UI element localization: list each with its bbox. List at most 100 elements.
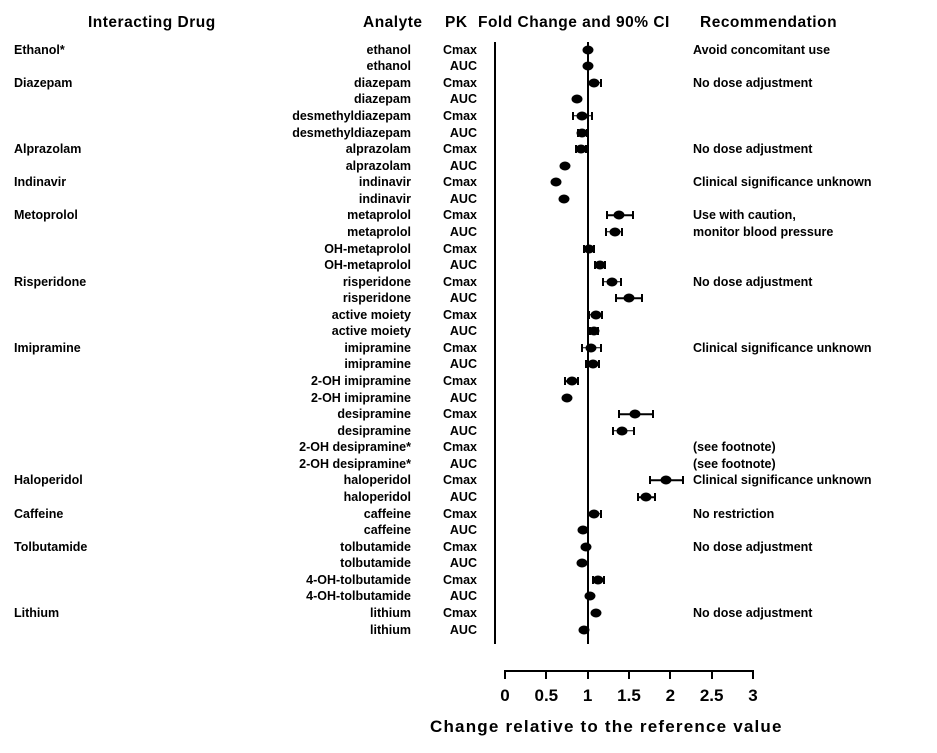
analyte-label: caffeine bbox=[363, 523, 411, 538]
pk-label: AUC bbox=[449, 622, 477, 637]
point-estimate-dot bbox=[594, 260, 606, 270]
drug-label: Haloperidol bbox=[14, 473, 83, 488]
ci-cap-low bbox=[571, 111, 574, 120]
analyte-label: desipramine bbox=[337, 423, 411, 438]
analyte-label: tolbutamide bbox=[340, 539, 411, 554]
analyte-label: risperidone bbox=[342, 291, 411, 306]
recommendation-label: Clinical significance unknown bbox=[693, 473, 872, 488]
pk-label: AUC bbox=[449, 291, 477, 306]
recommendation-label: No dose adjustment bbox=[693, 75, 813, 90]
point-estimate-dot bbox=[582, 45, 594, 55]
recommendation-label: No dose adjustment bbox=[693, 274, 813, 289]
ci-cap-high bbox=[599, 509, 602, 518]
point-estimate-dot bbox=[576, 558, 588, 568]
analyte-label: lithium bbox=[370, 606, 411, 620]
ci-cap-high bbox=[598, 360, 601, 369]
point-estimate-dot bbox=[558, 194, 570, 204]
drug-label: Lithium bbox=[14, 606, 60, 620]
recommendation-label: No dose adjustment bbox=[693, 606, 813, 620]
recommendation-label: (see footnote) bbox=[693, 440, 776, 455]
recommendation-label: Use with caution, bbox=[693, 208, 796, 223]
analyte-label: desmethyldiazepam bbox=[292, 125, 411, 140]
pk-label: Cmax bbox=[442, 539, 477, 554]
analyte-label: active moiety bbox=[331, 324, 411, 339]
pk-label: Cmax bbox=[442, 42, 477, 57]
recommendation-label: Clinical significance unknown bbox=[693, 175, 872, 190]
analyte-label: risperidone bbox=[342, 274, 411, 289]
analyte-label: alprazolam bbox=[345, 142, 411, 157]
analyte-label: OH-metaprolol bbox=[324, 258, 411, 273]
recommendation-label: monitor blood pressure bbox=[693, 224, 834, 239]
recommendation-label: Clinical significance unknown bbox=[693, 340, 872, 355]
ci-cap-high bbox=[600, 310, 603, 319]
analyte-label: haloperidol bbox=[343, 473, 411, 488]
point-estimate-dot bbox=[587, 359, 599, 369]
ci-cap-high bbox=[681, 476, 684, 485]
point-estimate-dot bbox=[660, 475, 672, 485]
point-estimate-dot bbox=[613, 210, 625, 220]
point-estimate-dot bbox=[623, 293, 635, 303]
analyte-label: alprazolam bbox=[345, 158, 411, 173]
column-header-recommendation: Recommendation bbox=[700, 14, 838, 31]
analyte-label: 2-OH imipramine bbox=[310, 374, 411, 389]
point-estimate-dot bbox=[580, 542, 592, 552]
pk-label: Cmax bbox=[442, 175, 477, 190]
ci-cap-high bbox=[590, 111, 593, 120]
point-estimate-dot bbox=[575, 144, 587, 154]
analyte-label: OH-metaprolol bbox=[324, 241, 411, 256]
recommendation-label: No dose adjustment bbox=[693, 539, 813, 554]
ci-cap-low bbox=[604, 227, 607, 236]
x-axis-tick bbox=[752, 670, 754, 679]
point-estimate-dot bbox=[583, 244, 595, 254]
ci-cap-low bbox=[605, 211, 608, 220]
pk-label: AUC bbox=[449, 92, 477, 107]
x-axis-tick bbox=[710, 670, 713, 679]
point-estimate-dot bbox=[561, 393, 573, 403]
point-estimate-dot bbox=[582, 61, 594, 71]
pk-label: Cmax bbox=[442, 307, 477, 322]
analyte-label: imipramine bbox=[344, 357, 411, 372]
pk-label: AUC bbox=[449, 258, 477, 273]
plot-left-border-line bbox=[494, 42, 496, 644]
point-estimate-dot bbox=[588, 78, 600, 88]
analyte-label: 2-OH desipramine* bbox=[299, 456, 411, 471]
point-estimate-dot bbox=[640, 492, 652, 502]
pk-label: AUC bbox=[449, 456, 477, 471]
pk-label: Cmax bbox=[442, 506, 477, 521]
pk-label: AUC bbox=[449, 158, 477, 173]
drug-label: Tolbutamide bbox=[14, 539, 88, 554]
ci-cap-low bbox=[580, 343, 583, 352]
ci-cap-high bbox=[641, 294, 644, 303]
point-estimate-dot bbox=[550, 177, 562, 187]
pk-label: Cmax bbox=[442, 340, 477, 355]
point-estimate-dot bbox=[616, 426, 628, 436]
pk-label: Cmax bbox=[442, 241, 477, 256]
pk-label: Cmax bbox=[442, 75, 477, 90]
column-header-pk: PK bbox=[445, 14, 468, 31]
point-estimate-dot bbox=[571, 94, 583, 104]
x-axis-tick-label: 1.5 bbox=[617, 686, 641, 705]
x-axis-tick bbox=[545, 670, 548, 679]
analyte-label: ethanol bbox=[366, 59, 411, 74]
analyte-label: indinavir bbox=[358, 175, 411, 190]
recommendation-label: Avoid concomitant use bbox=[693, 42, 831, 57]
pk-label: Cmax bbox=[442, 374, 477, 389]
analyte-label: imipramine bbox=[344, 340, 411, 355]
pk-label: Cmax bbox=[442, 274, 477, 289]
pk-label: Cmax bbox=[442, 572, 477, 587]
x-axis-tick-label: 2 bbox=[665, 686, 676, 705]
point-estimate-dot bbox=[609, 227, 621, 237]
analyte-label: 4-OH-tolbutamide bbox=[306, 572, 411, 587]
drug-label: Alprazolam bbox=[14, 142, 82, 157]
pk-label: AUC bbox=[449, 324, 477, 339]
analyte-label: lithium bbox=[370, 622, 411, 637]
ci-cap-high bbox=[619, 277, 622, 286]
ci-cap-high bbox=[653, 493, 656, 502]
point-estimate-dot bbox=[590, 310, 602, 320]
x-axis-tick-label: 3 bbox=[748, 686, 758, 705]
ci-cap-high bbox=[651, 410, 654, 419]
point-estimate-dot bbox=[590, 608, 602, 618]
ci-cap-low bbox=[564, 377, 567, 386]
pk-label: AUC bbox=[449, 523, 477, 538]
